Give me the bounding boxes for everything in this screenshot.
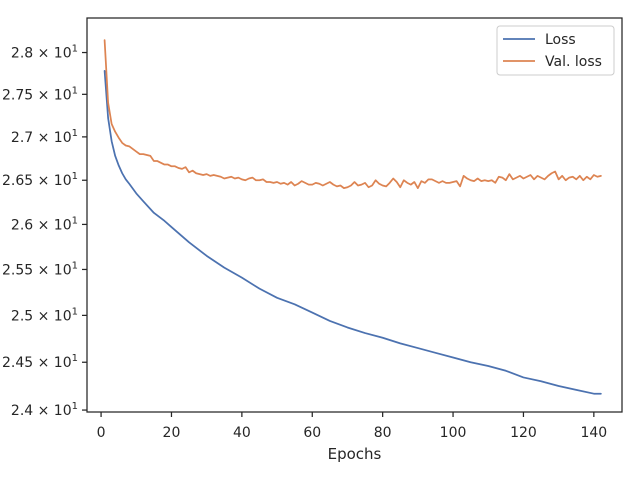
y-tick-label: 2.45 × 101 xyxy=(2,353,78,371)
x-tick-label: 120 xyxy=(510,425,537,441)
x-tick-label: 80 xyxy=(374,425,392,441)
x-tick-label: 100 xyxy=(440,425,467,441)
y-tick-label: 2.5 × 101 xyxy=(11,306,78,324)
x-tick-label: 20 xyxy=(163,425,181,441)
y-axis-ticks: 2.4 × 101 2.45 × 101 2.5 × 101 2.55 × 101 2.… xyxy=(2,44,87,419)
y-tick-label: 2.75 × 101 xyxy=(2,85,78,103)
y-tick-label: 2.65 × 101 xyxy=(2,171,78,189)
y-tick-label: 2.8 × 101 xyxy=(11,44,78,62)
x-tick-label: 40 xyxy=(233,425,251,441)
x-tick-label: 0 xyxy=(97,425,106,441)
x-axis-label: Epochs xyxy=(328,445,382,463)
x-tick-label: 140 xyxy=(580,425,607,441)
series-line-loss xyxy=(103,69,602,395)
y-tick-label: 2.4 × 101 xyxy=(11,401,78,419)
y-tick-label: 2.7 × 101 xyxy=(11,128,78,146)
legend-label-loss: Loss xyxy=(545,32,576,48)
series-layer xyxy=(103,39,602,395)
legend: Loss Val. loss xyxy=(496,25,615,76)
x-axis-ticks: 0 20 40 60 80 100 120 140 xyxy=(97,412,607,441)
legend-label-val-loss: Val. loss xyxy=(545,54,602,70)
x-tick-label: 60 xyxy=(303,425,321,441)
y-tick-label: 2.6 × 101 xyxy=(11,215,78,233)
series-line-val-loss xyxy=(103,39,602,190)
plot-frame xyxy=(86,17,623,413)
y-tick-label: 2.55 × 101 xyxy=(2,260,78,278)
